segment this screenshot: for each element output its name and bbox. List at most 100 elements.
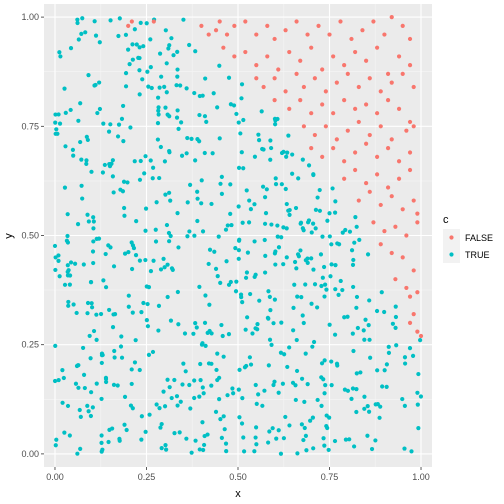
point-true xyxy=(192,233,197,238)
point-true xyxy=(238,131,243,136)
point-true xyxy=(143,429,148,434)
point-true xyxy=(156,112,161,117)
point-false xyxy=(404,233,409,238)
point-true xyxy=(246,220,252,225)
point-true xyxy=(89,169,94,174)
point-true xyxy=(99,360,104,366)
point-false xyxy=(320,67,325,72)
point-true xyxy=(167,190,172,195)
point-true xyxy=(304,448,309,453)
point-true xyxy=(121,139,126,144)
point-true xyxy=(86,219,91,224)
point-false xyxy=(345,71,350,76)
point-true xyxy=(109,161,114,166)
point-true xyxy=(174,394,180,399)
point-true xyxy=(158,267,164,272)
point-true xyxy=(159,74,164,79)
point-true xyxy=(143,228,148,233)
point-true xyxy=(126,304,131,309)
point-true xyxy=(157,85,162,90)
point-true xyxy=(99,449,104,454)
point-true xyxy=(75,17,80,22)
point-true xyxy=(65,403,71,409)
point-true xyxy=(244,270,250,275)
point-true xyxy=(255,322,260,327)
point-false xyxy=(411,268,416,273)
point-true xyxy=(338,278,343,284)
point-true xyxy=(377,415,382,420)
point-false xyxy=(353,49,358,55)
point-true xyxy=(256,132,261,137)
point-true xyxy=(145,69,150,74)
point-true xyxy=(219,174,224,179)
point-true xyxy=(321,264,327,270)
point-true xyxy=(80,345,86,351)
point-true xyxy=(159,421,164,427)
point-true xyxy=(264,187,269,192)
point-true xyxy=(81,262,86,267)
point-true xyxy=(263,270,268,275)
point-false xyxy=(411,312,416,317)
point-true xyxy=(362,406,367,411)
point-true xyxy=(78,414,83,419)
point-true xyxy=(138,158,143,164)
point-true xyxy=(163,443,168,448)
point-false xyxy=(334,137,339,142)
point-true xyxy=(145,324,151,329)
point-false xyxy=(415,329,420,334)
point-true xyxy=(295,294,300,299)
point-true xyxy=(193,438,198,443)
point-true xyxy=(343,437,349,442)
point-true xyxy=(99,440,104,445)
point-true xyxy=(65,263,70,268)
point-true xyxy=(214,367,219,373)
point-false xyxy=(151,19,156,24)
point-true xyxy=(303,433,309,439)
point-true xyxy=(85,212,90,217)
point-true xyxy=(351,284,356,290)
point-true xyxy=(329,383,334,388)
point-false xyxy=(309,111,314,116)
point-true xyxy=(133,338,138,343)
point-true xyxy=(284,226,289,231)
point-true xyxy=(218,181,223,186)
point-true xyxy=(97,40,102,45)
point-true xyxy=(308,418,313,423)
point-true xyxy=(211,91,216,96)
point-false xyxy=(265,23,270,28)
point-true xyxy=(245,250,251,255)
point-true xyxy=(93,33,99,38)
y-tick-label: 0.75 xyxy=(21,121,39,131)
point-true xyxy=(86,409,91,414)
point-true xyxy=(189,450,194,455)
point-true xyxy=(65,212,70,217)
point-true xyxy=(156,95,161,100)
point-false xyxy=(126,23,131,28)
point-false xyxy=(364,58,369,63)
point-true xyxy=(209,201,214,207)
legend-title: c xyxy=(443,214,449,226)
point-true xyxy=(303,258,308,263)
point-true xyxy=(91,219,96,224)
point-true xyxy=(84,161,89,166)
point-true xyxy=(62,185,68,190)
point-false xyxy=(400,255,405,260)
point-true xyxy=(254,442,259,447)
point-true xyxy=(75,20,80,26)
point-true xyxy=(402,403,407,409)
point-true xyxy=(150,176,155,181)
point-false xyxy=(411,124,416,129)
point-false xyxy=(356,119,361,125)
point-true xyxy=(266,316,271,321)
point-true xyxy=(241,435,246,440)
point-true xyxy=(168,198,173,203)
point-true xyxy=(336,292,341,297)
point-true xyxy=(323,282,328,287)
point-false xyxy=(356,198,361,203)
point-true xyxy=(367,337,372,342)
point-true xyxy=(294,266,299,271)
point-true xyxy=(319,403,324,408)
point-true xyxy=(215,274,220,279)
point-true xyxy=(94,312,99,317)
